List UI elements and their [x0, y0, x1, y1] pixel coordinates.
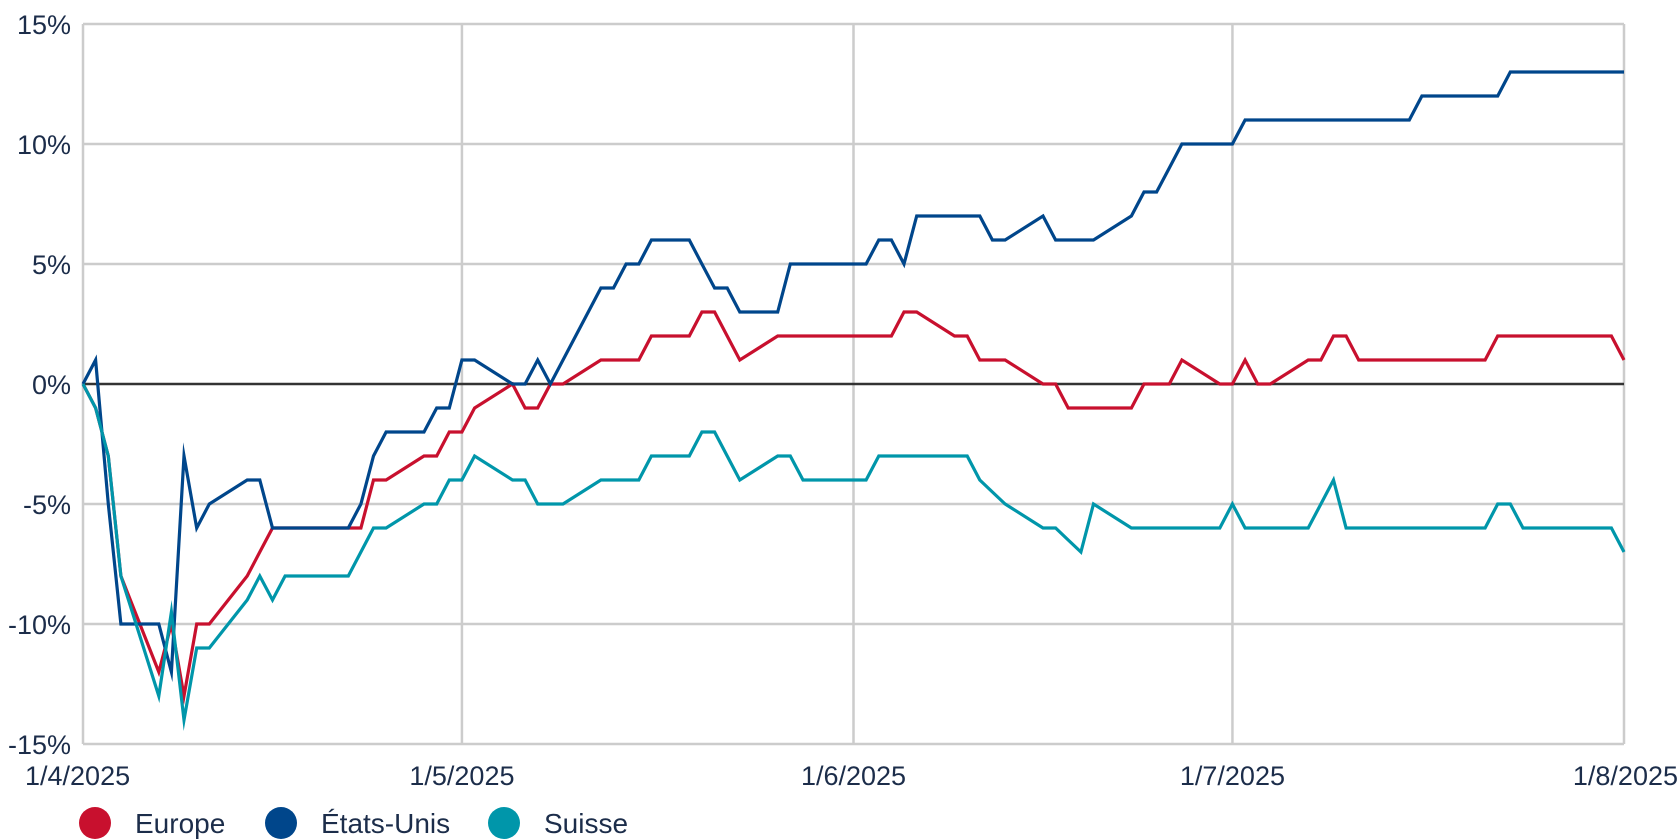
legend-label: Europe — [135, 808, 225, 839]
legend-item[interactable]: Europe — [79, 807, 225, 839]
y-tick-label: 15% — [17, 10, 71, 40]
y-tick-label: -10% — [8, 610, 71, 640]
x-axis-tick-labels: 1/4/2025 1/5/2025 1/6/2025 1/7/2025 1/8/2025 — [25, 761, 1678, 791]
y-axis-tick-labels: 15% 10% 5% 0% -5% -10% -15% — [8, 10, 71, 760]
x-tick-label: 1/4/2025 — [25, 761, 130, 791]
series-line-0 — [81, 310, 1626, 706]
y-tick-label: -5% — [23, 490, 71, 520]
x-tick-label: 1/8/2025 — [1573, 761, 1678, 791]
legend-swatch — [265, 807, 297, 839]
series-lines — [81, 70, 1626, 732]
legend-item[interactable]: Suisse — [488, 807, 628, 839]
legend[interactable]: Europe États-Unis Suisse — [79, 807, 628, 839]
x-tick-label: 1/5/2025 — [409, 761, 514, 791]
legend-item[interactable]: États-Unis — [265, 807, 450, 839]
y-tick-label: 10% — [17, 130, 71, 160]
legend-swatch — [79, 807, 111, 839]
y-tick-label: -15% — [8, 730, 71, 760]
x-tick-label: 1/6/2025 — [801, 761, 906, 791]
legend-label: Suisse — [544, 808, 628, 839]
legend-label: États-Unis — [321, 808, 450, 839]
series-line-1 — [81, 70, 1624, 683]
legend-swatch — [488, 807, 520, 839]
y-tick-label: 5% — [32, 250, 71, 280]
x-tick-label: 1/7/2025 — [1180, 761, 1285, 791]
y-tick-label: 0% — [32, 370, 71, 400]
series-line-2 — [81, 383, 1626, 732]
